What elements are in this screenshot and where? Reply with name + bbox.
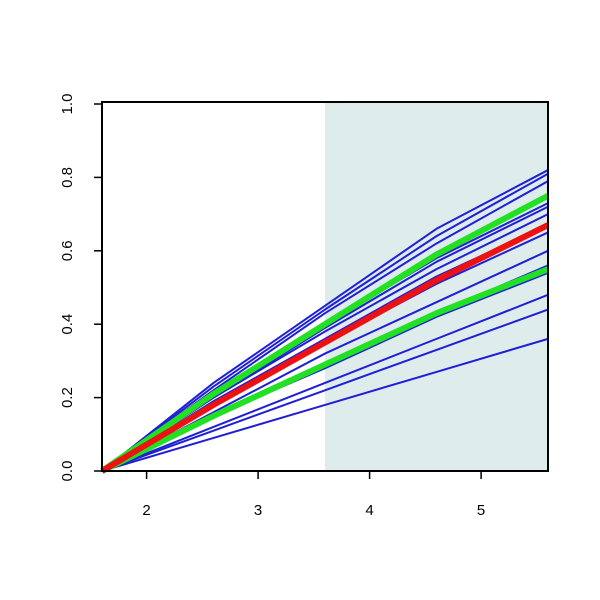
x-tick-label: 5 bbox=[477, 502, 485, 519]
y-tick-label: 0.0 bbox=[59, 461, 76, 482]
series-line bbox=[101, 169, 549, 472]
x-tick-label: 3 bbox=[254, 502, 262, 519]
y-tick-label: 1.0 bbox=[59, 94, 76, 115]
y-tick-label: 0.8 bbox=[59, 167, 76, 188]
plot-box bbox=[101, 101, 549, 472]
series-line bbox=[101, 308, 549, 472]
series-line bbox=[101, 293, 549, 472]
series-line bbox=[100, 266, 550, 474]
x-tick-label: 4 bbox=[365, 502, 373, 519]
series-line bbox=[101, 172, 549, 472]
y-tick-label: 0.2 bbox=[59, 387, 76, 408]
series-line bbox=[100, 193, 550, 474]
x-tick-label: 2 bbox=[142, 502, 150, 519]
series-line bbox=[101, 337, 549, 472]
y-tick-label: 0.4 bbox=[59, 314, 76, 335]
y-tick-label: 0.6 bbox=[59, 240, 76, 261]
series-line bbox=[100, 222, 550, 474]
